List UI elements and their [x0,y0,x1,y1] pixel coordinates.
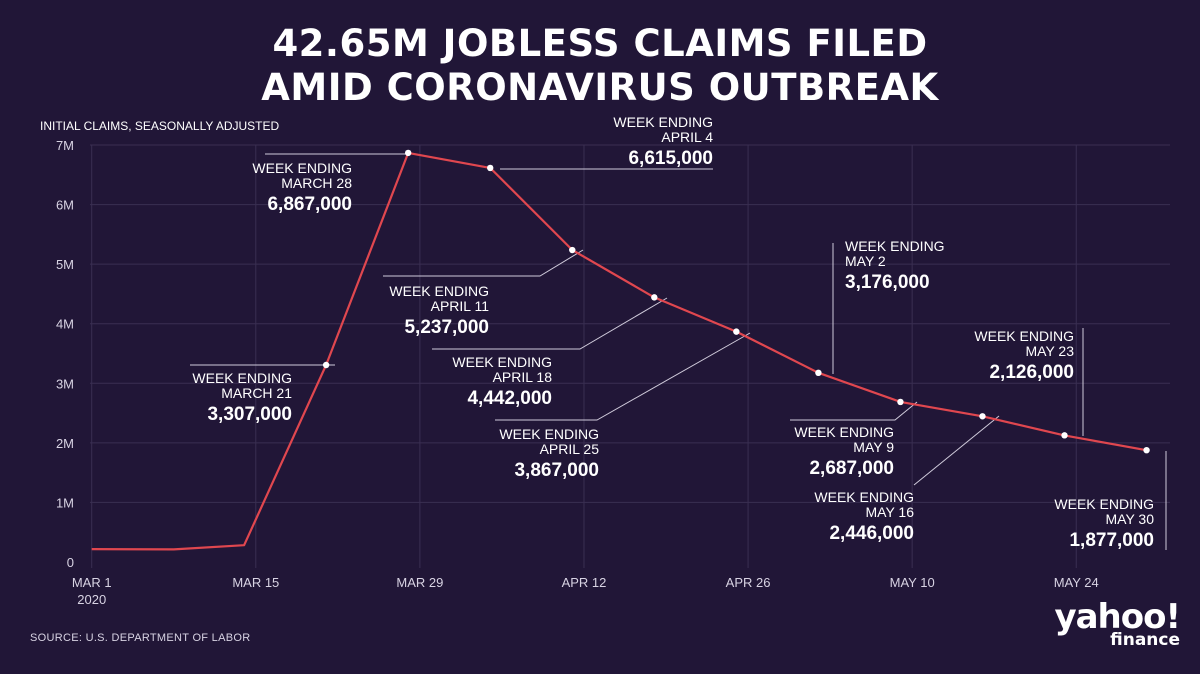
x-tick-label: APR 12 [562,575,607,590]
point-label: APRIL 18 [493,369,553,385]
point-label: MARCH 21 [221,385,292,401]
point-label: MAY 16 [865,504,914,520]
point-value-label: 3,307,000 [207,404,292,425]
x-tick-label: MAY 24 [1054,575,1099,590]
y-axis-title: INITIAL CLAIMS, SEASONALLY ADJUSTED [40,119,280,133]
leader-line [790,401,918,421]
source-note: SOURCE: U.S. DEPARTMENT OF LABOR [30,632,251,644]
point-value-label: 2,126,000 [989,362,1074,383]
point-label: WEEK ENDING [613,114,713,130]
point-value-label: 3,867,000 [514,460,599,481]
leader-line [913,415,1000,486]
y-tick-label: 6M [56,198,74,213]
data-point [1061,432,1068,439]
point-label: WEEK ENDING [1054,496,1154,512]
logo-brand: yahoo! [1054,597,1181,637]
point-value-label: 6,615,000 [628,148,713,169]
chart-title-line-1: 42.65M JOBLESS CLAIMS FILED [272,22,928,65]
data-point [569,246,576,254]
data-point [897,398,904,406]
point-label: WEEK ENDING [192,370,292,386]
point-label: MAY 9 [853,439,894,455]
point-label: WEEK ENDING [389,283,489,299]
data-point [651,294,658,301]
chart-title: 42.65M JOBLESS CLAIMS FILED AMID CORONAV… [0,22,1200,110]
point-label: MAY 2 [845,253,886,269]
data-point [322,361,330,369]
point-label: MARCH 28 [281,175,352,191]
leader-line [383,249,584,277]
x-tick-label: MAY 10 [890,575,935,590]
point-label: APRIL 11 [431,298,490,314]
y-tick-label: 3M [56,376,74,391]
leader-line [432,297,668,350]
point-value-label: 2,446,000 [829,523,914,544]
point-label: APRIL 4 [661,129,713,145]
point-value-label: 2,687,000 [809,458,894,479]
x-tick-label: MAR 29 [396,575,443,590]
point-label: WEEK ENDING [452,354,552,370]
y-tick-label: 5M [56,257,74,272]
point-value-label: 3,176,000 [845,272,930,293]
series-line [91,151,1147,551]
x-tick-label: APR 26 [726,575,771,590]
point-label: WEEK ENDING [499,426,599,442]
yahoo-finance-logo: yahoo! finance [1054,597,1181,650]
point-label: WEEK ENDING [252,160,352,176]
data-point [979,413,986,420]
chart-title-line-2: AMID CORONAVIRUS OUTBREAK [261,66,939,109]
data-point [733,328,740,335]
point-label: APRIL 25 [540,441,600,457]
point-label: WEEK ENDING [794,424,894,440]
point-label: WEEK ENDING [814,489,914,505]
point-label: MAY 30 [1105,511,1154,527]
y-tick-label: 4M [56,317,74,332]
data-point [1143,446,1150,454]
point-label: MAY 23 [1025,343,1074,359]
y-tick-label: 2M [56,436,74,451]
data-point [815,369,822,377]
point-value-label: 4,442,000 [467,388,552,409]
x-tick-label: MAR 1 [72,575,112,590]
point-value-label: 1,877,000 [1069,530,1154,551]
y-tick-label: 1M [56,495,74,510]
data-point [404,149,412,157]
point-label: WEEK ENDING [845,238,945,254]
y-tick-label: 0 [67,555,74,570]
y-tick-label: 7M [56,138,74,153]
x-tick-label: MAR 15 [232,575,279,590]
point-value-label: 5,237,000 [404,317,489,338]
logo-sub: finance [1110,630,1180,650]
point-label: WEEK ENDING [974,328,1074,344]
leader-line [495,332,751,421]
point-value-label: 6,867,000 [267,194,352,215]
x-tick-label: 2020 [77,592,106,607]
data-point [487,164,494,172]
